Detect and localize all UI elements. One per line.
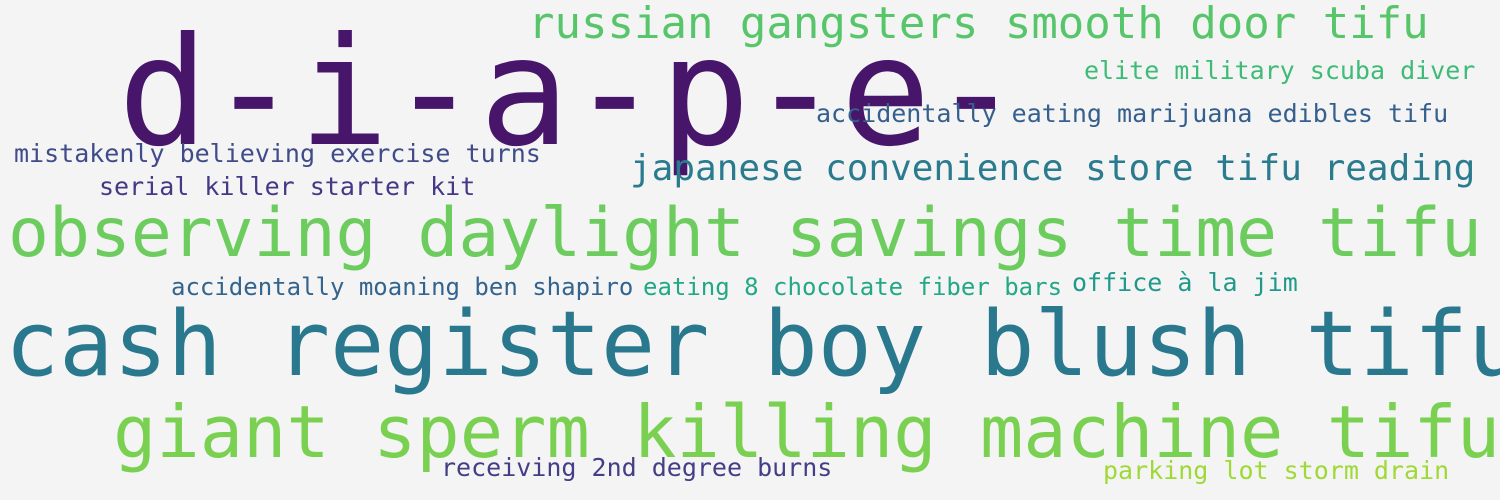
word-office-jim: office à la jim (1072, 268, 1298, 297)
word-diape: d-i-a-p-e- (118, 6, 1022, 180)
word-cash-register: cash register boy blush tifu (5, 292, 1500, 397)
word-accidentally-eating: accidentally eating marijuana edibles ti… (816, 99, 1449, 128)
word-parking-lot: parking lot storm drain (1103, 456, 1450, 485)
word-observing-daylight: observing daylight savings time tifu (8, 194, 1482, 273)
word-eating-fiber-bars: eating 8 chocolate fiber bars (643, 273, 1063, 301)
word-giant-sperm: giant sperm killing machine tifu (113, 390, 1500, 474)
word-japanese-convenience: japanese convenience store tifu reading (630, 148, 1476, 189)
word-serial-killer: serial killer starter kit (99, 172, 476, 201)
word-receiving-burns: receiving 2nd degree burns (441, 453, 833, 482)
word-accidentally-moaning: accidentally moaning ben shapiro (171, 273, 634, 301)
word-elite-military: elite military scuba diver (1084, 56, 1476, 85)
word-mistakenly-believing: mistakenly believing exercise turns (14, 139, 541, 168)
word-russian-gangsters: russian gangsters smooth door tifu (528, 0, 1429, 49)
